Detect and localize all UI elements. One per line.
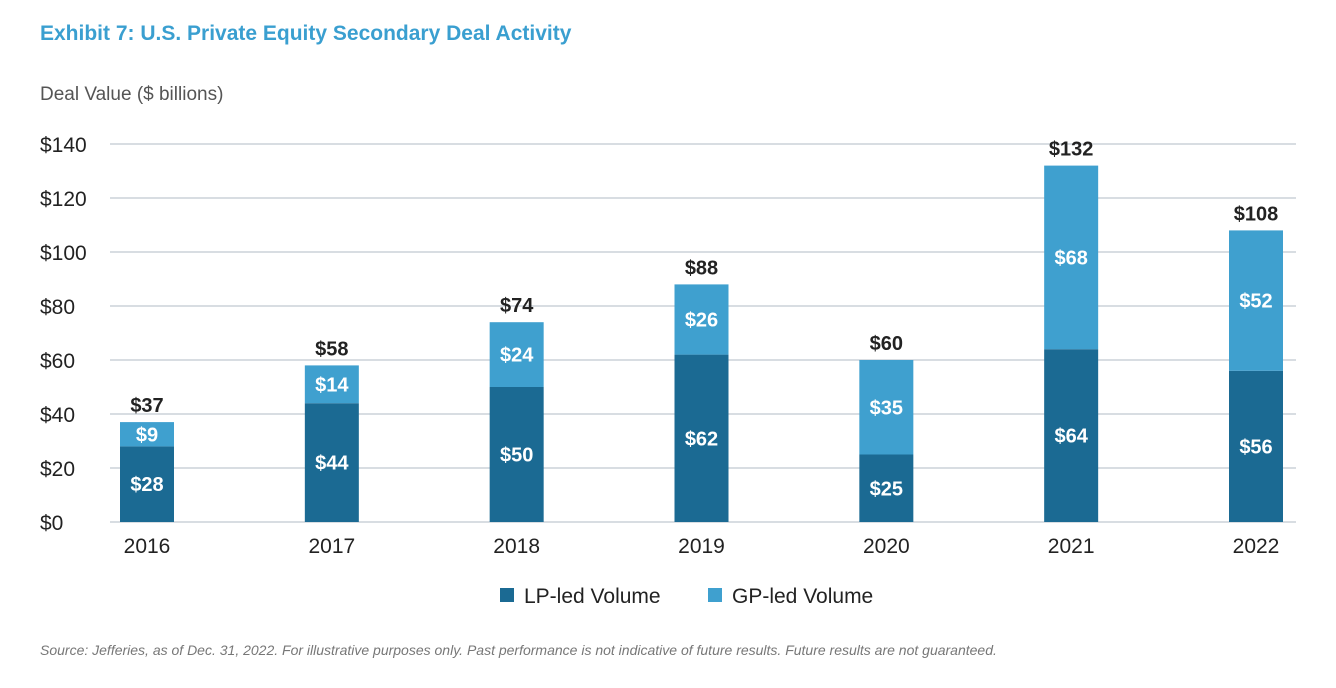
legend-label: LP-led Volume: [524, 585, 661, 608]
x-tick-label: 2018: [493, 535, 540, 558]
total-label: $74: [500, 295, 534, 317]
total-label: $88: [685, 257, 718, 279]
y-axis-label: Deal Value ($ billions): [40, 84, 224, 105]
data-label: $26: [685, 310, 718, 332]
data-label: $25: [870, 478, 903, 500]
total-label: $108: [1234, 203, 1279, 225]
legend-swatch: [708, 588, 722, 602]
bar-lp-led: [120, 446, 174, 522]
data-label: $68: [1054, 247, 1087, 269]
bar-gp-led: [304, 365, 359, 404]
bar-gp-led: [489, 322, 544, 387]
x-tick-label: 2022: [1233, 535, 1280, 558]
total-label: $132: [1049, 139, 1094, 161]
data-label: $56: [1239, 436, 1272, 458]
source-note: Source: Jefferies, as of Dec. 31, 2022. …: [40, 642, 997, 658]
data-label: $64: [1054, 426, 1088, 448]
y-tick-label: $120: [40, 188, 87, 211]
y-tick-label: $140: [40, 134, 87, 157]
bar-lp-led: [489, 387, 544, 522]
total-label: $58: [315, 338, 348, 360]
bar-lp-led: [304, 403, 359, 522]
y-tick-label: $100: [40, 242, 87, 265]
x-tick-label: 2020: [863, 535, 910, 558]
data-label: $24: [500, 345, 534, 367]
x-tick-label: 2021: [1048, 535, 1095, 558]
data-label: $44: [315, 453, 349, 475]
chart-title: Exhibit 7: U.S. Private Equity Secondary…: [40, 22, 572, 45]
bar-lp-led: [674, 354, 729, 522]
x-tick-label: 2019: [678, 535, 725, 558]
y-tick-label: $40: [40, 404, 75, 427]
bar-lp-led: [1044, 349, 1099, 522]
data-label: $28: [130, 474, 163, 496]
y-tick-label: $80: [40, 296, 75, 319]
x-tick-label: 2016: [124, 535, 171, 558]
bar-lp-led: [1229, 370, 1283, 522]
data-label: $50: [500, 445, 533, 467]
data-label: $62: [685, 428, 718, 450]
total-label: $37: [130, 395, 163, 417]
bar-gp-led: [1044, 165, 1099, 350]
y-tick-label: $20: [40, 458, 75, 481]
data-label: $9: [136, 424, 158, 446]
bar-gp-led: [674, 284, 729, 355]
data-label: $35: [870, 397, 903, 419]
bar-gp-led: [120, 422, 174, 447]
bar-gp-led: [859, 360, 914, 455]
y-tick-label: $0: [40, 512, 63, 535]
bar-lp-led: [859, 454, 914, 522]
bar-gp-led: [1229, 230, 1283, 371]
legend-swatch: [500, 588, 514, 602]
data-label: $52: [1239, 291, 1272, 313]
data-label: $14: [315, 374, 349, 396]
x-tick-label: 2017: [308, 535, 355, 558]
y-tick-label: $60: [40, 350, 75, 373]
legend-label: GP-led Volume: [732, 585, 873, 608]
total-label: $60: [870, 333, 903, 355]
